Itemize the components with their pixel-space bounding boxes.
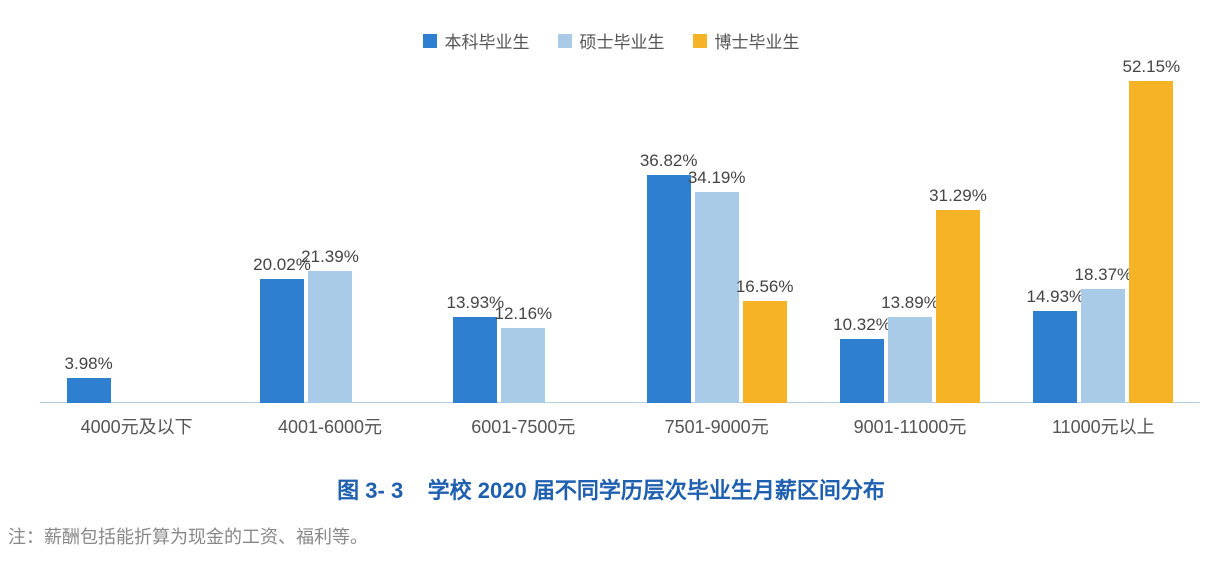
x-axis-label: 4001-6000元: [278, 413, 382, 439]
bar-wrap: 13.89%: [888, 63, 932, 403]
bar-wrap: 20.02%: [260, 63, 304, 403]
bar-wrap: [115, 63, 159, 403]
bar-wrap: 36.82%: [647, 63, 691, 403]
bar-group: 10.32%13.89%31.29%: [820, 63, 1000, 403]
x-axis-label: 4000元及以下: [81, 413, 193, 439]
legend-swatch-0: [423, 34, 437, 48]
bar-group: 20.02%21.39%: [240, 63, 420, 403]
bar: [888, 317, 932, 403]
legend-label: 博士毕业生: [715, 28, 800, 53]
bar: [1081, 289, 1125, 403]
x-axis-label: 9001-11000元: [854, 413, 967, 439]
bar-wrap: 31.29%: [936, 63, 980, 403]
bar-wrap: 16.56%: [743, 63, 787, 403]
caption-prefix: 图 3- 3: [337, 478, 403, 503]
bar-wrap: [549, 63, 593, 403]
legend-swatch-1: [558, 34, 572, 48]
bar-wrap: 12.16%: [501, 63, 545, 403]
caption-text: 学校 2020 届不同学历层次毕业生月薪区间分布: [428, 478, 885, 503]
bar-value-label: 31.29%: [929, 186, 987, 210]
bar-group: 3.98%: [47, 63, 227, 403]
chart-note: 注：薪酬包括能折算为现金的工资、福利等。: [8, 523, 1222, 549]
bar-value-label: 18.37%: [1074, 265, 1132, 289]
bar-value-label: 10.32%: [833, 315, 891, 339]
bar: [647, 175, 691, 403]
bar: [260, 279, 304, 403]
bar-wrap: 21.39%: [308, 63, 352, 403]
bar-value-label: 34.19%: [688, 168, 746, 192]
legend-item: 博士毕业生: [693, 28, 800, 53]
bar-value-label: 14.93%: [1026, 287, 1084, 311]
bar-value-label: 21.39%: [301, 247, 359, 271]
legend-label: 硕士毕业生: [580, 28, 665, 53]
bar: [1129, 81, 1173, 403]
bar: [501, 328, 545, 403]
bar: [1033, 311, 1077, 403]
bar-wrap: 3.98%: [67, 63, 111, 403]
x-axis-label: 6001-7500元: [471, 413, 575, 439]
bar-wrap: 13.93%: [453, 63, 497, 403]
bar-wrap: 34.19%: [695, 63, 739, 403]
bar-wrap: [356, 63, 400, 403]
bar-value-label: 3.98%: [65, 354, 113, 378]
bar-wrap: 10.32%: [840, 63, 884, 403]
bar: [840, 339, 884, 403]
legend-label: 本科毕业生: [445, 28, 530, 53]
bar-group: 14.93%18.37%52.15%: [1013, 63, 1193, 403]
bar-value-label: 13.89%: [881, 293, 939, 317]
bar: [743, 301, 787, 403]
legend-item: 本科毕业生: [423, 28, 530, 53]
bar-group: 13.93%12.16%: [433, 63, 613, 403]
bar-value-label: 12.16%: [494, 304, 552, 328]
chart-plot-area: 3.98%20.02%21.39%13.93%12.16%36.82%34.19…: [40, 63, 1200, 403]
chart-caption: 图 3- 3 学校 2020 届不同学历层次毕业生月薪区间分布: [0, 473, 1222, 505]
bar-wrap: 52.15%: [1129, 63, 1173, 403]
x-axis-label: 7501-9000元: [665, 413, 769, 439]
bar-group: 36.82%34.19%16.56%: [627, 63, 807, 403]
chart-legend: 本科毕业生 硕士毕业生 博士毕业生: [0, 0, 1222, 63]
legend-item: 硕士毕业生: [558, 28, 665, 53]
bar: [936, 210, 980, 403]
legend-swatch-2: [693, 34, 707, 48]
bar-wrap: 18.37%: [1081, 63, 1125, 403]
bar: [67, 378, 111, 403]
bar-value-label: 16.56%: [736, 277, 794, 301]
bar: [453, 317, 497, 403]
bar: [695, 192, 739, 403]
chart-x-axis-labels: 4000元及以下 4001-6000元 6001-7500元 7501-9000元 90…: [40, 413, 1200, 443]
bar-wrap: [163, 63, 207, 403]
bar: [308, 271, 352, 403]
bar-value-label: 52.15%: [1122, 57, 1180, 81]
bar-wrap: 14.93%: [1033, 63, 1077, 403]
x-axis-label: 11000元以上: [1052, 413, 1155, 439]
